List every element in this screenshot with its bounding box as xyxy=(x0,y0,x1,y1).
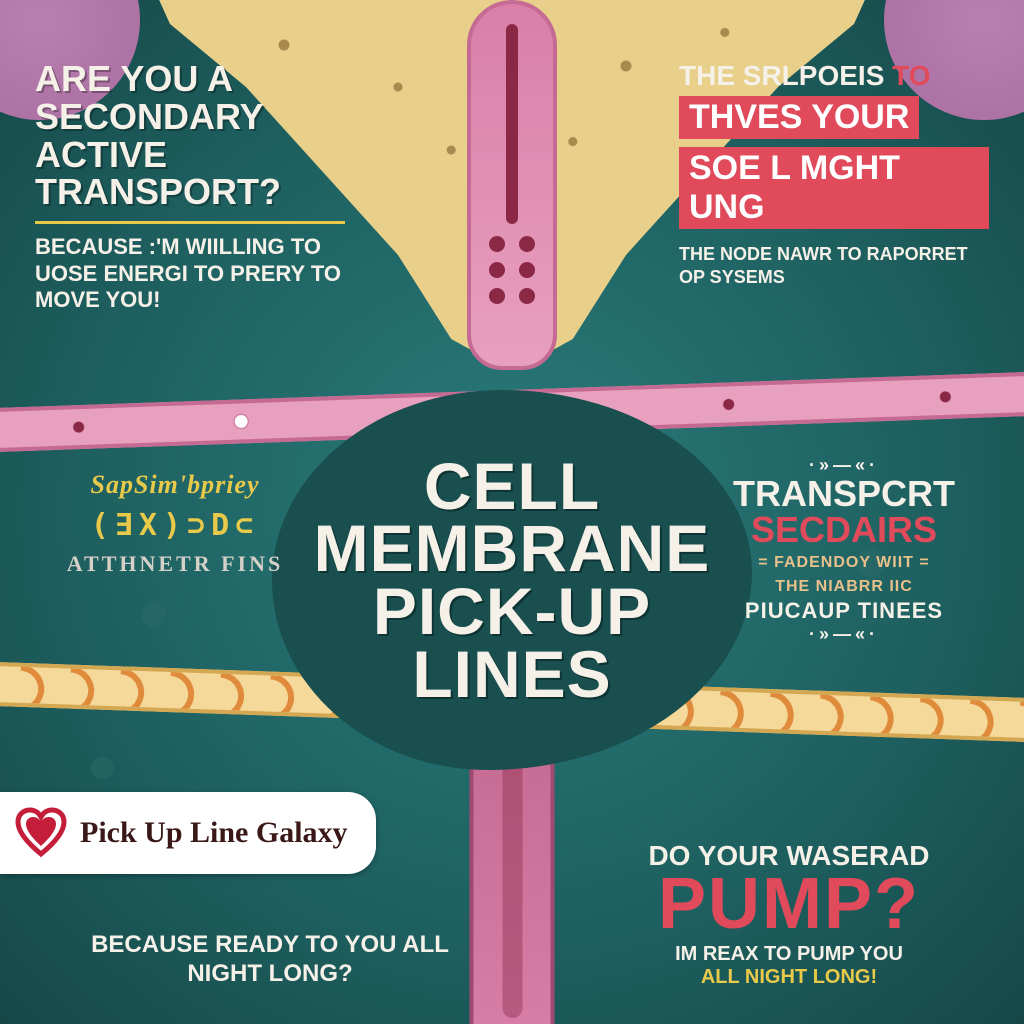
membrane-channel xyxy=(467,0,557,370)
caps-text: ATTHNETR FINS xyxy=(35,551,315,577)
main-title: CELL MEMBRANE PICK-UP LINES xyxy=(314,455,711,706)
highlight: THVES YOUR xyxy=(679,96,919,139)
subtext: IM REAX TO PUMP YOU ALL NIGHT LONG! xyxy=(589,943,989,989)
heart-icon xyxy=(14,806,68,860)
subtext: THE NODE NAWR TO RAPORRET OP SYSEMS xyxy=(679,243,989,290)
block-mid-right: ·»—«· TRANSPCRT SECDAIRS = FADENDOY WIIT… xyxy=(699,455,989,645)
block-mid-left: SapSim'bpriey (∃X)⊃D⊂ ATTHNETR FINS xyxy=(35,470,315,577)
subtext: THE NIABRR IIC xyxy=(699,578,989,596)
divider xyxy=(35,221,345,224)
block-top-left: ARE YOU A SECONDARY ACTIVE TRANSPORT? BE… xyxy=(35,60,345,313)
text: IM REAX TO PUMP YOU xyxy=(675,943,903,965)
title-line: LINES xyxy=(412,637,611,711)
brand-badge: Pick Up Line Galaxy xyxy=(0,792,376,874)
subtext: = FADENDOY WIIT = xyxy=(699,554,989,572)
subtext: BECAUSE READY TO YOU ALL NIGHT LONG? xyxy=(80,931,460,989)
text-accent: ALL NIGHT LONG! xyxy=(701,966,877,988)
channel-dots xyxy=(487,236,537,326)
script-text: SapSim'bpriey xyxy=(35,470,315,500)
block-top-right: THE SRLPOEIS TO THVES YOUR SOE L MGHT UN… xyxy=(679,60,989,290)
big-word: PUMP? xyxy=(589,872,989,937)
infographic-canvas: CELL MEMBRANE PICK-UP LINES ARE YOU A SE… xyxy=(0,0,1024,1024)
highlight: SOE L MGHT UNG xyxy=(679,147,989,229)
subtext: BECAUSE :'M WIILLING TO UOSE ENERGI TO P… xyxy=(35,234,345,313)
subtext: PIUCAUP TINEES xyxy=(699,598,989,624)
text: THE SRLPOEIS xyxy=(679,60,884,91)
ornament: ·»—«· xyxy=(699,624,989,645)
heading-accent: SECDAIRS xyxy=(699,512,989,548)
line: THE SRLPOEIS TO xyxy=(679,60,989,92)
block-bottom-right: DO YOUR WASERAD PUMP? IM REAX TO PUMP YO… xyxy=(589,840,989,989)
text-accent: TO xyxy=(892,60,930,91)
block-bottom-left: BECAUSE READY TO YOU ALL NIGHT LONG? xyxy=(80,931,460,989)
heading: ARE YOU A SECONDARY ACTIVE TRANSPORT? xyxy=(35,60,345,211)
symbol-row: (∃X)⊃D⊂ xyxy=(35,508,315,543)
heading: TRANSPCRT xyxy=(699,476,989,512)
brand-name: Pick Up Line Galaxy xyxy=(80,816,348,850)
